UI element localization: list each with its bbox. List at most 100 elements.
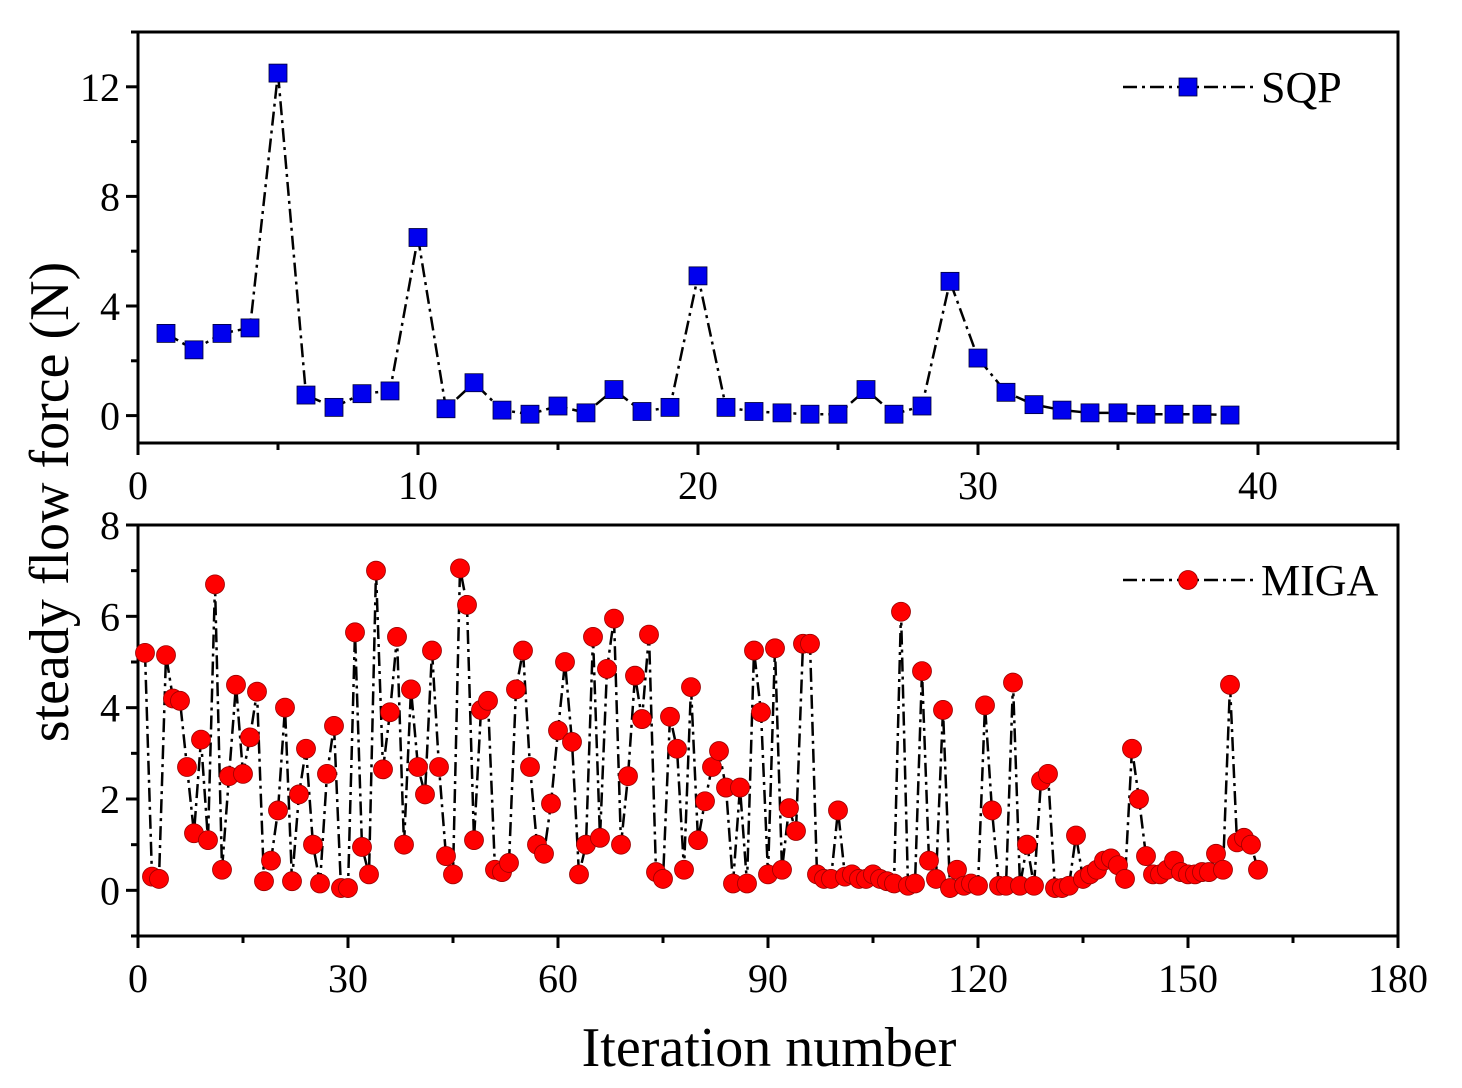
y-tick-label-bottom: 8 [100, 503, 120, 548]
data-point-sqp [1192, 404, 1212, 424]
x-tick-label-top: 20 [678, 463, 718, 508]
data-point-miga [233, 763, 253, 784]
data-point-miga [1115, 869, 1135, 889]
data-point-miga [737, 873, 757, 894]
data-point-miga [709, 741, 729, 761]
data-point-miga [1241, 834, 1261, 855]
data-point-miga [415, 784, 435, 805]
data-point-miga [968, 875, 988, 896]
data-point-miga [212, 859, 232, 880]
data-point-miga [534, 843, 554, 864]
data-point-sqp [996, 382, 1016, 402]
x-axis-title: Iteration number [582, 1017, 957, 1079]
legend-label-sqp: SQP [1261, 63, 1342, 112]
data-point-miga [408, 757, 428, 777]
data-point-miga [625, 665, 645, 686]
data-point-miga [730, 777, 750, 798]
data-point-miga [359, 864, 379, 885]
data-point-miga [912, 661, 932, 682]
data-point-sqp [856, 380, 876, 399]
data-point-miga [443, 864, 463, 885]
data-point-sqp [1220, 405, 1240, 425]
y-tick-label-bottom: 4 [100, 686, 120, 731]
data-point-miga [240, 727, 260, 748]
data-point-miga [464, 830, 484, 850]
data-point-miga [429, 757, 449, 777]
y-tick-label-bottom: 2 [100, 777, 120, 822]
data-point-sqp [772, 403, 792, 423]
data-point-miga [394, 834, 414, 855]
data-point-sqp [1108, 403, 1128, 423]
data-point-sqp [240, 318, 260, 338]
plot-frame-top [136, 30, 1400, 445]
data-point-sqp [324, 397, 344, 417]
data-point-miga [751, 702, 771, 723]
data-point-miga [1136, 846, 1156, 866]
y-tick-label-top: 8 [100, 174, 120, 219]
data-point-miga [1066, 825, 1086, 846]
data-point-miga [800, 633, 820, 654]
data-point-sqp [1080, 403, 1100, 423]
data-point-miga [744, 640, 764, 661]
data-point-miga [170, 690, 190, 711]
data-point-miga [569, 864, 589, 885]
data-point-miga [604, 608, 624, 629]
data-point-sqp [296, 385, 316, 405]
data-point-sqp [520, 404, 540, 424]
data-point-sqp [1052, 400, 1072, 420]
data-point-sqp [548, 396, 568, 416]
data-point-sqp [1164, 404, 1184, 424]
data-point-miga [667, 738, 687, 759]
data-point-miga [226, 674, 246, 695]
data-point-miga [1017, 834, 1037, 855]
data-point-miga [1248, 859, 1268, 880]
data-point-miga [513, 640, 533, 661]
data-point-sqp [436, 399, 456, 419]
data-point-miga [541, 793, 561, 814]
data-point-miga [779, 798, 799, 819]
data-point-miga [387, 626, 407, 647]
data-point-miga [639, 624, 659, 645]
data-point-sqp [492, 400, 512, 420]
x-tick-label-bottom: 0 [128, 956, 148, 1001]
data-point-miga [933, 700, 953, 720]
data-point-miga [590, 827, 610, 848]
data-point-miga [548, 720, 568, 741]
data-point-sqp [380, 381, 400, 401]
data-point-miga [688, 830, 708, 850]
data-point-sqp [1136, 404, 1156, 424]
y-tick-label-top: 12 [80, 65, 120, 110]
data-point-miga [681, 677, 701, 698]
data-point-miga [478, 690, 498, 711]
x-tick-label-bottom: 60 [538, 956, 578, 1001]
data-point-miga [562, 732, 582, 752]
data-point-miga [366, 560, 386, 581]
data-point-miga [1220, 674, 1240, 695]
x-tick-label-top: 10 [398, 463, 438, 508]
data-point-miga [436, 846, 456, 866]
data-point-miga [317, 763, 337, 784]
data-point-miga [205, 574, 225, 595]
data-point-miga [765, 638, 785, 659]
x-tick-label-top: 40 [1238, 463, 1278, 508]
data-point-sqp [968, 348, 988, 368]
data-point-miga [597, 658, 617, 679]
data-point-sqp [884, 404, 904, 424]
data-point-miga [296, 738, 316, 759]
data-point-miga [345, 622, 365, 643]
data-point-miga [261, 850, 281, 871]
y-axis-title: steady flow force (N) [19, 262, 81, 742]
data-point-miga [373, 759, 393, 780]
data-point-miga [310, 873, 330, 894]
data-point-miga [352, 837, 372, 857]
data-point-miga [905, 873, 925, 894]
data-point-sqp [408, 228, 428, 247]
data-point-miga [191, 729, 211, 750]
data-point-sqp [828, 404, 848, 424]
data-point-sqp [156, 323, 176, 343]
data-point-miga [660, 706, 680, 727]
data-point-miga [177, 757, 197, 777]
y-tick-label-top: 0 [100, 394, 120, 439]
